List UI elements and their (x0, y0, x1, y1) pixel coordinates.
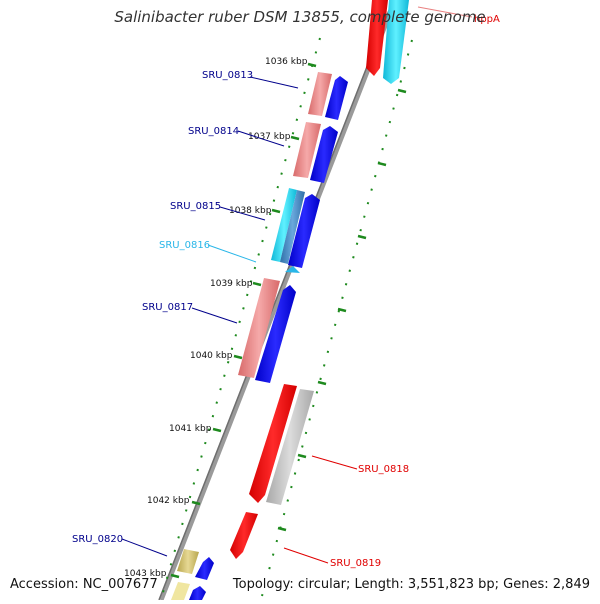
gene-hppA[interactable] (366, 0, 388, 76)
scale-tick (252, 281, 262, 287)
gene-SRU_0820[interactable] (177, 549, 199, 574)
scale-tick (297, 453, 307, 459)
gene-SRU_0816[interactable] (285, 266, 300, 273)
gene-label-SRU_0818[interactable]: SRU_0818 (358, 464, 409, 475)
gene-SRU_0815[interactable] (271, 188, 297, 262)
scale-tick (233, 354, 243, 360)
scale-label: 1043 kbp (124, 569, 167, 579)
scale-tick (212, 427, 222, 433)
scale-tick (170, 573, 180, 579)
scale-label: 1036 kbp (265, 57, 308, 67)
gene-SRU_0819[interactable] (230, 512, 258, 559)
gene-SRU_0814[interactable] (293, 122, 321, 178)
gene-labels: SRU_0813 SRU_0814 SRU_0815 SRU_0816 SRU_… (72, 14, 500, 569)
gene-label-SRU_0819[interactable]: SRU_0819 (330, 558, 381, 569)
leader-line (207, 244, 257, 263)
scale-label: 1037 kbp (248, 132, 291, 142)
gene-SRU_0817[interactable] (238, 278, 280, 378)
gene-SRU_0818[interactable] (249, 384, 297, 503)
scale-tick (277, 526, 287, 532)
gene-label-SRU_0813[interactable]: SRU_0813 (202, 70, 253, 81)
genome-title: Salinibacter ruber DSM 13855, complete g… (114, 8, 486, 26)
leader-line (237, 130, 285, 147)
scale-tick (317, 380, 327, 386)
scale-label: 1039 kbp (210, 279, 253, 289)
gene-SRU_0815-steel[interactable] (280, 190, 305, 264)
gene-next-pale[interactable] (171, 582, 190, 600)
gene-label-SRU_0815[interactable]: SRU_0815 (170, 201, 221, 212)
gene-label-SRU_0817[interactable]: SRU_0817 (142, 302, 193, 313)
gene-SRU_0817-product[interactable] (255, 285, 296, 383)
scale-ticks (170, 62, 407, 579)
gene-SRU_0814-product[interactable] (310, 126, 338, 183)
scale-label: 1042 kbp (147, 496, 190, 506)
gene-label-SRU_0814[interactable]: SRU_0814 (188, 126, 239, 137)
gene-features (171, 0, 409, 600)
scale-tick (377, 161, 387, 167)
leader-line (191, 307, 238, 324)
leader-line (249, 76, 299, 89)
scale-label: 1040 kbp (190, 351, 233, 361)
inner-scale-track (161, 37, 321, 597)
scale-tick (357, 234, 367, 240)
leader-lines (121, 6, 473, 564)
gene-SRU_0818-product[interactable] (266, 389, 314, 505)
gene-label-hppA[interactable]: hppA (474, 14, 500, 25)
gene-SRU_0820-product[interactable] (195, 557, 214, 580)
scale-label: 1041 kbp (169, 424, 212, 434)
gene-SRU_0813-product[interactable] (325, 76, 348, 120)
scale-tick (307, 62, 317, 68)
scale-tick (397, 88, 407, 94)
backbone-line (158, 0, 398, 601)
accession-text: Accession: NC_007677 (8, 577, 160, 592)
gene-SRU_0813[interactable] (308, 72, 332, 116)
scale-labels: 1036 kbp 1037 kbp 1038 kbp 1039 kbp 1040… (124, 57, 308, 579)
leader-line (121, 538, 168, 557)
gene-label-SRU_0816[interactable]: SRU_0816 (159, 240, 210, 251)
leader-line (219, 206, 266, 221)
gene-hppA-product[interactable] (383, 0, 409, 84)
gene-next-product[interactable] (189, 586, 206, 600)
leader-line (417, 6, 473, 18)
leader-line (311, 455, 358, 470)
gene-label-SRU_0820[interactable]: SRU_0820 (72, 534, 123, 545)
scale-label: 1038 kbp (229, 206, 272, 216)
scale-tick (191, 500, 201, 506)
gene-SRU_0815-product[interactable] (288, 194, 320, 268)
scale-tick (290, 135, 300, 141)
scale-tick (337, 307, 347, 313)
scale-tick (271, 208, 281, 214)
leader-line (283, 547, 329, 564)
topology-text: Topology: circular; Length: 3,551,823 bp… (230, 577, 592, 592)
